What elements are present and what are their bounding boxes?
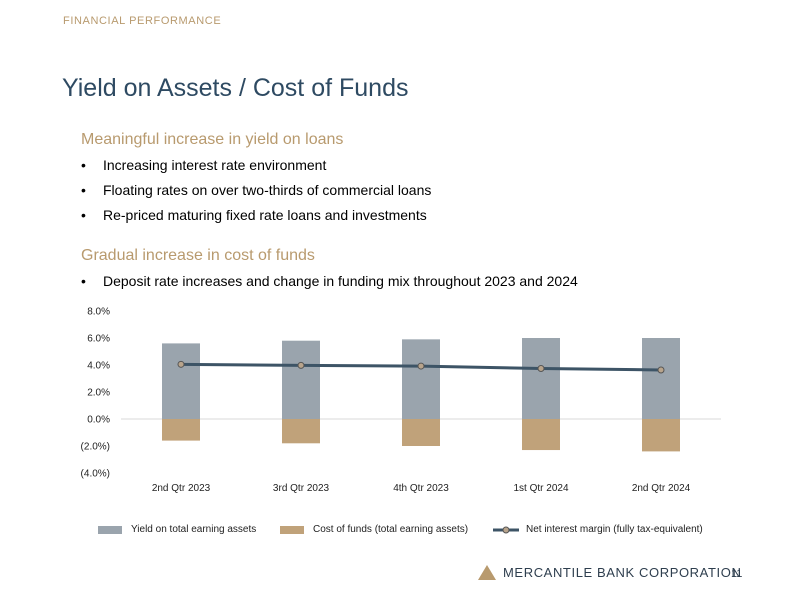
bar-cost	[522, 419, 560, 451]
page-title: Yield on Assets / Cost of Funds	[62, 74, 409, 102]
bar-cost	[402, 419, 440, 446]
marker-net-interest-margin	[657, 366, 665, 374]
marker-net-interest-margin	[537, 365, 545, 373]
y-tick-label: 8.0%	[87, 307, 110, 318]
company-name: MERCANTILE BANK CORPORATION	[503, 565, 742, 580]
y-tick-label: 2.0%	[87, 388, 110, 399]
x-tick-label: 4th Qtr 2023	[393, 483, 449, 494]
subheading-cost: Gradual increase in cost of funds	[81, 247, 315, 264]
bar-yield	[642, 338, 680, 419]
x-tick-label: 3rd Qtr 2023	[273, 483, 330, 494]
x-tick-label: 2nd Qtr 2024	[632, 483, 691, 494]
y-tick-label: (2.0%)	[81, 442, 110, 453]
y-tick-label: 4.0%	[87, 361, 110, 372]
y-tick-label: 6.0%	[87, 334, 110, 345]
logo-triangle-icon	[478, 565, 496, 580]
legend-label-yield: Yield on total earning assets	[131, 524, 257, 535]
x-tick-label: 2nd Qtr 2023	[152, 483, 211, 494]
legend-item-margin: Net interest margin (fully tax-equivalen…	[493, 524, 703, 535]
legend-item-yield: Yield on total earning assets	[98, 524, 256, 535]
legend-swatch-cost	[280, 525, 304, 534]
page-number: 11	[731, 568, 743, 580]
bullet-item: • Deposit rate increases and change in fu…	[81, 273, 578, 289]
y-tick-label: (4.0%)	[81, 469, 110, 480]
legend-label-margin: Net interest margin (fully tax-equivalen…	[526, 524, 703, 535]
bar-cost	[282, 419, 320, 444]
legend-label-cost: Cost of funds (total earning assets)	[313, 524, 469, 535]
bar-cost	[642, 419, 680, 452]
bar-yield	[522, 338, 560, 419]
marker-net-interest-margin	[177, 360, 185, 368]
legend: Yield on total earning assets Cost of fu…	[0, 524, 800, 540]
section-label: FINANCIAL PERFORMANCE	[63, 15, 222, 27]
bullet-item: • Increasing interest rate environment	[81, 157, 327, 173]
legend-swatch-yield	[98, 525, 122, 534]
bullet-item: • Floating rates on over two-thirds of co…	[81, 182, 432, 198]
bullet-text: Deposit rate increases and change in fun…	[103, 273, 578, 289]
bullet-item: • Re-priced maturing fixed rate loans and…	[81, 207, 427, 223]
x-tick-label: 1st Qtr 2024	[513, 483, 568, 494]
bar-yield	[402, 339, 440, 419]
bullet-text: Re-priced maturing fixed rate loans and …	[103, 207, 427, 223]
marker-net-interest-margin	[417, 362, 425, 370]
bar-yield	[282, 340, 320, 419]
chart: 8.0% 6.0% 4.0% 2.0% 0.0% (2.0%) (4.0%) 2nd Qtr …	[81, 307, 721, 494]
subheading-yield: Meaningful increase in yield on loans	[81, 131, 344, 148]
legend-swatch-margin	[493, 526, 519, 533]
marker-net-interest-margin	[297, 361, 305, 369]
bar-cost	[162, 419, 200, 441]
company-logo: MERCANTILE BANK CORPORATION	[478, 565, 741, 580]
bullet-text: Floating rates on over two-thirds of com…	[103, 182, 432, 198]
bullet-text: Increasing interest rate environment	[103, 157, 327, 173]
legend-item-cost: Cost of funds (total earning assets)	[280, 524, 468, 535]
y-tick-label: 0.0%	[87, 415, 110, 426]
bar-yield	[162, 343, 200, 419]
